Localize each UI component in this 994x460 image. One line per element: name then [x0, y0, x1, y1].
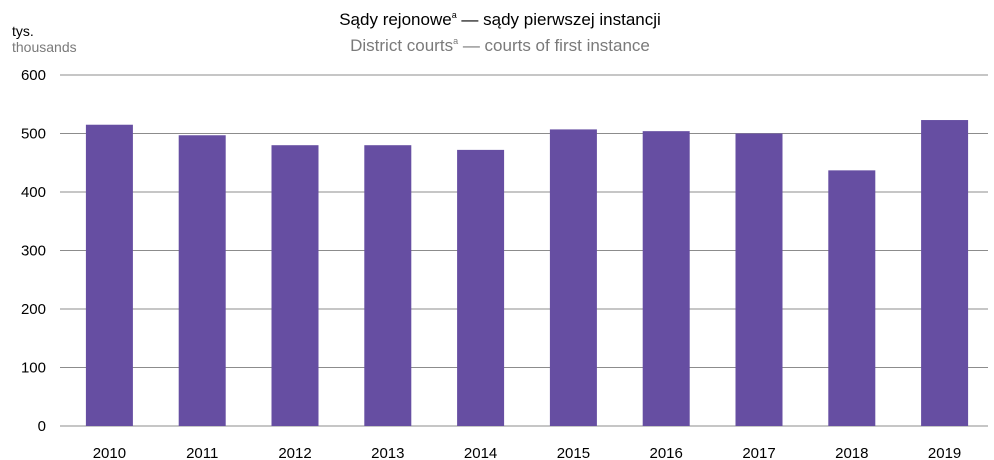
bar: [921, 120, 969, 427]
unit-label-pl: tys.: [12, 23, 34, 39]
chart-title-footnote-mark: a: [451, 10, 457, 20]
x-tick-label: 2016: [650, 445, 683, 460]
x-tick-label: 2010: [93, 445, 126, 460]
chart-title: Sądy rejonowea — sądy pierwszej instancj…: [0, 10, 994, 30]
x-tick-label: 2019: [928, 445, 961, 460]
chart-subtitle: District courtsa — courts of first insta…: [0, 36, 994, 56]
bar: [735, 133, 783, 426]
bar: [271, 145, 319, 426]
unit-label-en: thousands: [12, 39, 77, 55]
y-tick-label: 200: [21, 301, 46, 318]
chart-subtitle-suffix: — courts of first instance: [458, 36, 650, 55]
bar: [549, 129, 597, 426]
y-tick-label: 300: [21, 243, 46, 260]
bar: [178, 135, 226, 426]
chart-subtitle-footnote-mark: a: [453, 36, 459, 46]
chart-subtitle-text: District courts: [350, 36, 454, 55]
chart-title-suffix: — sądy pierwszej instancji: [456, 10, 661, 29]
y-tick-label: 0: [38, 418, 46, 435]
bar: [642, 131, 690, 426]
bar: [85, 124, 133, 426]
x-tick-label: 2011: [186, 445, 218, 460]
bar: [828, 170, 876, 426]
x-tick-label: 2018: [835, 445, 868, 460]
chart-title-text: Sądy rejonowe: [339, 10, 452, 29]
y-tick-label: 100: [21, 360, 46, 377]
bar: [457, 149, 505, 426]
y-axis-unit: tys. thousands: [12, 23, 77, 55]
y-tick-label: 500: [21, 126, 46, 143]
x-tick-label: 2017: [742, 445, 775, 460]
y-tick-label: 400: [21, 184, 46, 201]
x-tick-label: 2012: [278, 445, 311, 460]
x-tick-label: 2013: [371, 445, 404, 460]
x-tick-label: 2014: [464, 445, 497, 460]
y-tick-label: 600: [21, 67, 46, 84]
x-tick-label: 2015: [557, 445, 590, 460]
bar: [364, 145, 412, 426]
